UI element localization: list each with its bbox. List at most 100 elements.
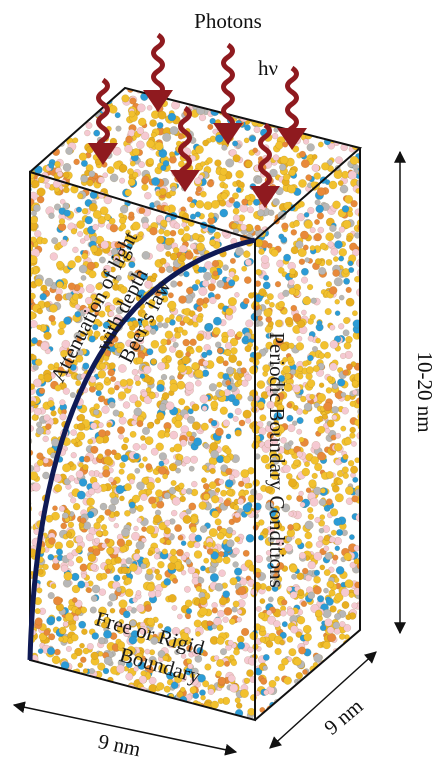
atom [254,127,260,133]
atom [102,470,110,478]
atom [320,341,328,349]
atom [334,115,341,122]
atom [237,642,244,649]
atom [129,111,135,117]
atom [349,534,354,539]
atom [348,171,357,180]
atom [77,93,85,101]
atom [317,320,322,325]
atom [42,115,49,122]
atom [335,459,341,465]
atom [258,612,265,619]
atom [120,205,128,213]
atom [179,92,186,99]
atom [339,688,345,694]
atom [161,374,167,380]
atom [307,507,313,513]
atom [283,254,290,261]
atom [243,504,251,512]
atom [217,625,223,631]
atom [357,652,364,659]
atom [146,525,155,534]
atom [71,452,77,458]
atom [40,128,49,137]
atom [303,698,310,705]
atom [195,178,202,185]
atom [118,392,126,400]
atom [149,392,156,399]
atom [304,220,313,229]
atom [297,573,304,580]
atom [319,499,326,506]
atom [64,572,73,581]
atom [281,600,287,606]
atom [81,97,86,102]
atom [241,368,247,374]
atom [306,373,313,380]
atom [80,238,85,243]
atom [157,236,165,244]
atom [318,426,325,433]
atom [323,588,328,593]
atom [240,204,248,212]
atom [339,621,345,627]
atom [73,503,80,510]
atom [60,629,65,634]
atom [36,427,44,435]
atom [129,502,135,508]
atom [94,404,100,410]
atom [110,492,116,498]
atom [325,98,333,106]
atom [326,499,333,506]
atom [61,695,66,700]
atom [164,432,169,437]
atom [346,287,352,293]
atom [81,275,86,280]
atom [121,455,128,462]
atom [115,557,122,564]
atom [297,429,302,434]
atom [218,698,224,704]
atom [326,598,334,606]
atom [97,715,102,720]
atom [275,648,282,655]
atom [169,152,174,157]
atom [22,154,29,161]
atom [170,384,178,392]
atom [51,237,58,244]
atom [341,101,346,106]
atom [105,509,111,515]
atom [245,345,252,352]
atom [175,468,180,473]
atom [129,479,134,484]
atom [37,308,43,314]
atom [339,120,344,125]
atom [174,332,181,339]
atom [54,673,62,681]
atom [318,267,326,275]
atom [208,689,214,695]
atom [186,94,193,101]
atom [65,103,71,109]
atom [219,479,224,484]
atom [304,122,310,128]
atom [192,233,199,240]
atom [188,567,195,574]
atom [198,577,204,583]
atom [177,712,183,718]
atom [101,524,107,530]
atom [34,669,39,674]
atom [343,220,351,228]
atom [137,518,142,523]
atom [208,213,214,219]
atom [320,243,327,250]
atom [231,347,238,354]
atom [297,320,305,328]
atom [164,527,171,534]
atom [208,714,214,720]
atom [170,431,178,439]
depth-arrow [270,652,376,748]
atom [59,129,66,136]
atom [318,536,323,541]
atom [206,323,213,330]
